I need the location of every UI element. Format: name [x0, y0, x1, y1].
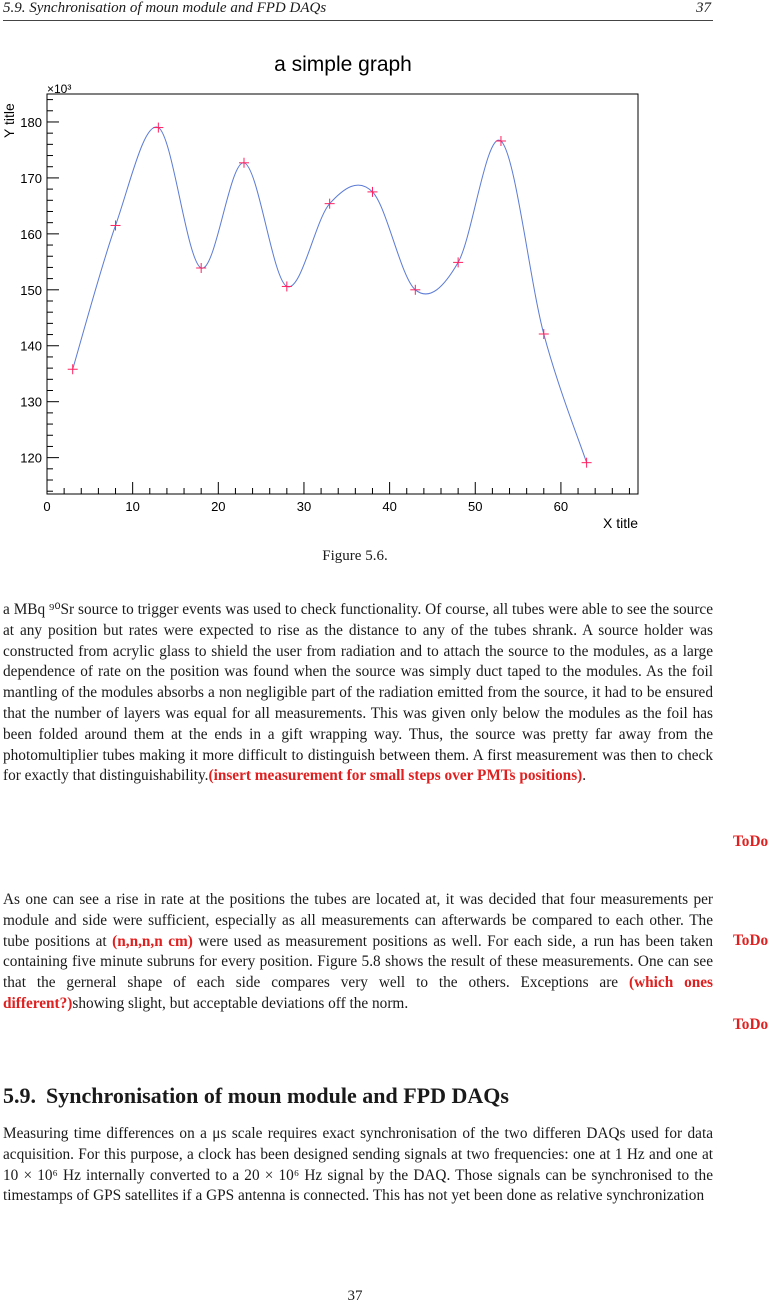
x-tick-label: 60: [554, 499, 568, 514]
paragraph-1-text: a MBq ⁹⁰Sr source to trigger events was …: [3, 601, 713, 785]
data-point-marker: [495, 135, 506, 146]
x-tick-label: 30: [297, 499, 311, 514]
paragraph-1: a MBq ⁹⁰Sr source to trigger events was …: [3, 600, 713, 787]
running-header-page: 37: [696, 0, 711, 16]
todo-note-tube-positions: (n,n,n,n cm): [112, 932, 193, 950]
data-point-marker: [239, 157, 249, 168]
data-point-marker: [324, 198, 335, 209]
todo-note-pmt-positions: (insert measurement for small steps over…: [208, 767, 583, 785]
running-header: 5.9. Synchronisation of moun module and …: [3, 0, 713, 21]
data-point-marker: [281, 281, 292, 292]
page-number: 37: [347, 1288, 363, 1304]
y-tick-label: 170: [20, 171, 42, 186]
chart-title: a simple graph: [274, 53, 412, 76]
section-heading: 5.9. Synchronisation of moun module and F…: [3, 1083, 509, 1109]
y-tick-label: 120: [20, 451, 42, 466]
x-tick-label: 20: [211, 499, 225, 514]
y-tick-label: 150: [20, 283, 42, 298]
x-tick-label: 50: [468, 499, 482, 514]
y-axis-title: Y title: [1, 103, 17, 138]
y-tick-label: 140: [20, 339, 42, 354]
y-tick-label: 160: [20, 227, 42, 242]
data-point-marker: [581, 457, 592, 468]
data-point-marker: [410, 284, 421, 295]
section-number: 5.9.: [3, 1083, 36, 1108]
data-point-marker: [153, 122, 164, 133]
paragraph-2-part-b: were used as measurement positions as we…: [3, 932, 713, 992]
x-tick-label: 10: [125, 499, 139, 514]
series-line: [72, 126, 588, 463]
graph-figure: a simple graph ×10³ Y title X title 0 10 2…: [1, 53, 639, 531]
data-point-marker: [538, 329, 549, 339]
x-axis-title: X title: [603, 515, 638, 531]
y-tick-label: 180: [20, 115, 42, 130]
paragraph-2-part-a: As one can see a rise in rate at the pos…: [3, 891, 713, 950]
paragraph-3: Measuring time differences on a μs scale…: [3, 1125, 713, 1205]
figure-caption: Figure 5.6.: [322, 548, 388, 564]
data-point-marker: [110, 220, 121, 231]
x-tick-label: 0: [43, 499, 50, 514]
y-axis-multiplier: ×10³: [47, 82, 71, 96]
paragraph-2-part-c: showing slight, but acceptable deviation…: [72, 994, 409, 1012]
data-point-marker: [453, 257, 464, 268]
data-point-marker: [67, 364, 78, 375]
todo-margin-3: ToDo: [733, 1016, 769, 1033]
todo-margin-1: ToDo: [733, 833, 769, 850]
data-point-marker: [367, 186, 378, 197]
axes: 0 10 20 30 40 50 60 120 130 140 150 160 170 180: [20, 99, 630, 514]
paragraph-1-end: .: [582, 767, 587, 785]
section-title: Synchronisation of moun module and FPD D…: [46, 1083, 509, 1108]
series-markers: [67, 122, 592, 468]
y-tick-label: 130: [20, 395, 42, 410]
todo-margin-2: ToDo: [733, 932, 769, 949]
plot-frame: [46, 93, 639, 495]
paragraph-2: As one can see a rise in rate at the pos…: [3, 890, 713, 1015]
x-tick-label: 40: [382, 499, 396, 514]
running-header-section: 5.9. Synchronisation of moun module and …: [3, 0, 327, 16]
todo-note-which-ones: (which ones different?): [3, 974, 713, 1012]
data-point-marker: [196, 262, 207, 273]
